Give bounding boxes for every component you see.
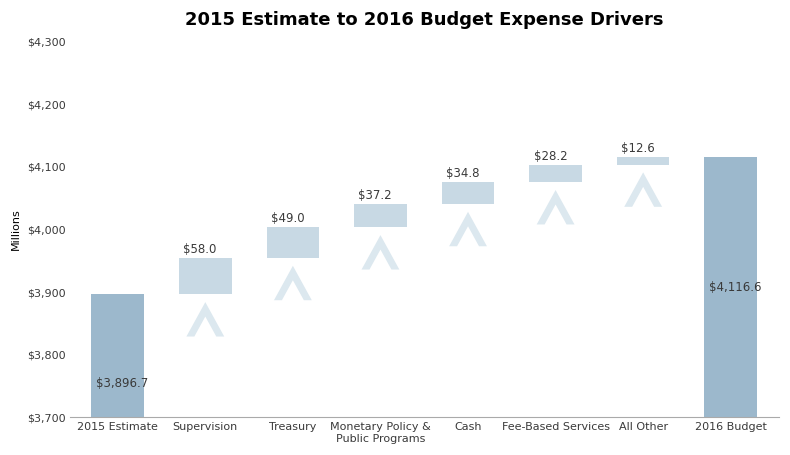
Y-axis label: Millions: Millions <box>11 209 21 251</box>
Bar <box>179 258 231 294</box>
Polygon shape <box>536 190 574 224</box>
Text: $28.2: $28.2 <box>533 150 567 163</box>
Text: $34.8: $34.8 <box>446 167 480 180</box>
Polygon shape <box>449 212 487 246</box>
Bar <box>442 182 495 204</box>
Text: $4,116.6: $4,116.6 <box>709 281 761 293</box>
Bar <box>266 228 319 258</box>
Polygon shape <box>362 235 400 269</box>
Bar <box>617 157 669 165</box>
Bar <box>354 204 407 228</box>
Polygon shape <box>274 266 312 300</box>
Text: $3,896.7: $3,896.7 <box>96 377 148 390</box>
Bar <box>705 157 757 417</box>
Bar <box>92 294 144 417</box>
Text: $37.2: $37.2 <box>359 189 392 202</box>
Text: $12.6: $12.6 <box>621 142 655 155</box>
Bar <box>529 165 582 182</box>
Text: $49.0: $49.0 <box>271 212 304 225</box>
Title: 2015 Estimate to 2016 Budget Expense Drivers: 2015 Estimate to 2016 Budget Expense Dri… <box>185 11 664 29</box>
Text: $58.0: $58.0 <box>183 243 216 256</box>
Polygon shape <box>186 302 224 337</box>
Polygon shape <box>624 172 662 207</box>
